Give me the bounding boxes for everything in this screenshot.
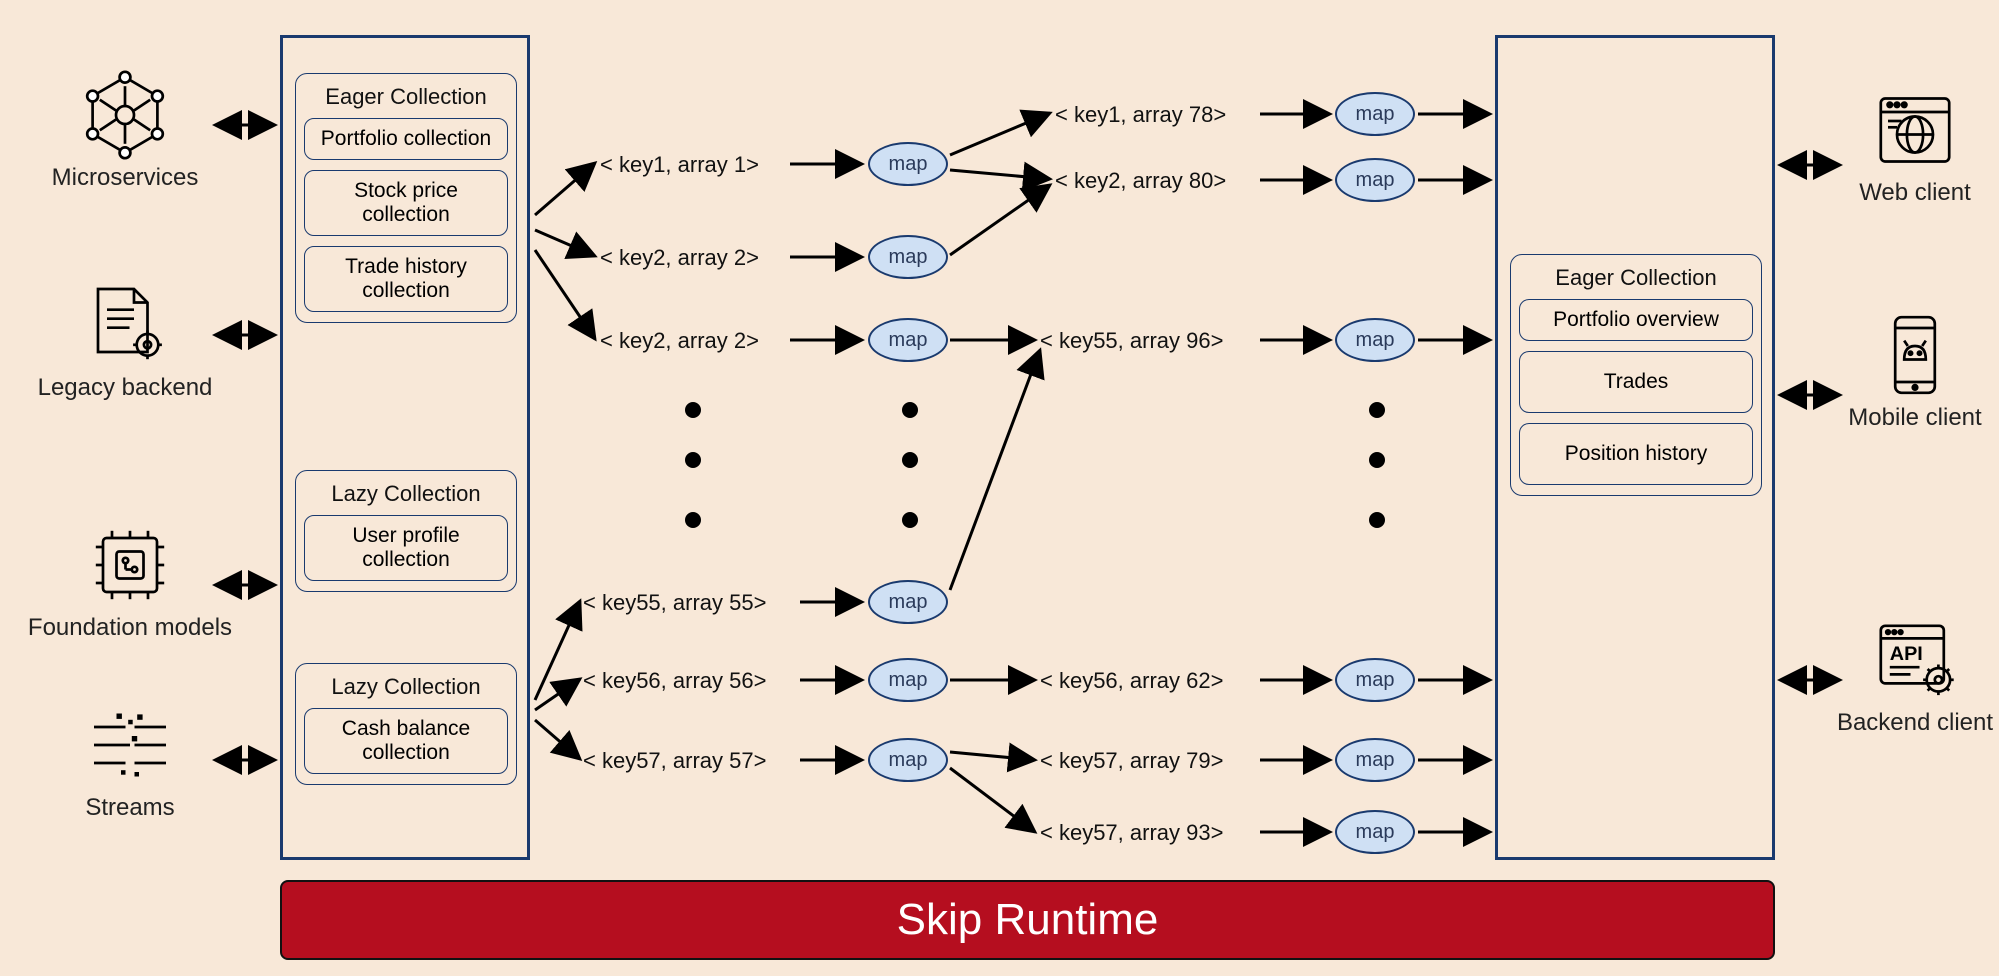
hexagon-network-icon: [80, 70, 170, 160]
map-node-9: map: [1335, 318, 1415, 362]
client-web: Web client: [1835, 85, 1995, 207]
lazy1-title: Lazy Collection: [304, 481, 508, 507]
eager-title: Eager Collection: [304, 84, 508, 110]
ellipsis-dot: [685, 402, 701, 418]
client-mobile: Mobile client: [1825, 310, 1999, 432]
source-microservices-label: Microservices: [30, 164, 220, 192]
source-streams: Streams: [55, 700, 205, 822]
lazy2-title: Lazy Collection: [304, 674, 508, 700]
collection-trades: Trades: [1519, 351, 1753, 413]
streams-icon: [85, 700, 175, 790]
kv-key56-arr56: < key56, array 56>: [583, 668, 766, 694]
source-legacy: Legacy backend: [30, 280, 220, 402]
kv-key55-arr96: < key55, array 96>: [1040, 328, 1223, 354]
map-node-3: map: [868, 318, 948, 362]
kv-key2-arr2: < key2, array 2>: [600, 245, 759, 271]
client-backend-label: Backend client: [1830, 709, 1999, 737]
map-node-6: map: [868, 738, 948, 782]
lazy-collection-group-1: Lazy Collection User profile collection: [295, 470, 517, 592]
map-node-10: map: [1335, 658, 1415, 702]
kv-key2-arr2b: < key2, array 2>: [600, 328, 759, 354]
ellipsis-dot: [902, 512, 918, 528]
left-runtime-box: Eager Collection Portfolio collection St…: [280, 35, 530, 860]
eager-collection-group: Eager Collection Portfolio collection St…: [295, 73, 517, 323]
ellipsis-dot: [685, 512, 701, 528]
map-node-2: map: [868, 235, 948, 279]
collection-trade-history: Trade history collection: [304, 246, 508, 312]
kv-key56-arr62: < key56, array 62>: [1040, 668, 1223, 694]
document-gear-icon: [80, 280, 170, 370]
source-microservices: Microservices: [30, 70, 220, 192]
client-web-label: Web client: [1835, 179, 1995, 207]
diagram-canvas: Microservices Legacy backend Foundation …: [0, 0, 1999, 976]
svg-text:API: API: [1890, 643, 1923, 665]
source-legacy-label: Legacy backend: [30, 374, 220, 402]
kv-key57-arr79: < key57, array 79>: [1040, 748, 1223, 774]
ellipsis-dot: [902, 402, 918, 418]
collection-portfolio-overview: Portfolio overview: [1519, 299, 1753, 341]
map-node-12: map: [1335, 810, 1415, 854]
source-foundation: Foundation models: [20, 520, 240, 642]
right-eager-title: Eager Collection: [1519, 265, 1753, 291]
right-runtime-box: Eager Collection Portfolio overview Trad…: [1495, 35, 1775, 860]
kv-key57-arr93: < key57, array 93>: [1040, 820, 1223, 846]
client-backend: API Backend client: [1830, 615, 1999, 737]
kv-key1-arr1: < key1, array 1>: [600, 152, 759, 178]
map-node-7: map: [1335, 92, 1415, 136]
kv-key57-arr57: < key57, array 57>: [583, 748, 766, 774]
map-node-4: map: [868, 580, 948, 624]
lazy-collection-group-2: Lazy Collection Cash balance collection: [295, 663, 517, 785]
collection-user-profile: User profile collection: [304, 515, 508, 581]
kv-key55-arr55: < key55, array 55>: [583, 590, 766, 616]
collection-cash-balance: Cash balance collection: [304, 708, 508, 774]
map-node-11: map: [1335, 738, 1415, 782]
api-gear-icon: API: [1870, 615, 1960, 705]
ellipsis-dot: [1369, 512, 1385, 528]
map-node-1: map: [868, 142, 948, 186]
ellipsis-dot: [902, 452, 918, 468]
kv-key2-arr80: < key2, array 80>: [1055, 168, 1226, 194]
map-node-8: map: [1335, 158, 1415, 202]
collection-position-history: Position history: [1519, 423, 1753, 485]
map-node-5: map: [868, 658, 948, 702]
collection-portfolio: Portfolio collection: [304, 118, 508, 160]
right-eager-collection: Eager Collection Portfolio overview Trad…: [1510, 254, 1762, 496]
mobile-android-icon: [1870, 310, 1960, 400]
footer-title: Skip Runtime: [280, 880, 1775, 960]
client-mobile-label: Mobile client: [1825, 404, 1999, 432]
source-streams-label: Streams: [55, 794, 205, 822]
ellipsis-dot: [1369, 402, 1385, 418]
chip-icon: [85, 520, 175, 610]
ellipsis-dot: [685, 452, 701, 468]
source-foundation-label: Foundation models: [20, 614, 240, 642]
ellipsis-dot: [1369, 452, 1385, 468]
web-browser-icon: [1870, 85, 1960, 175]
kv-key1-arr78: < key1, array 78>: [1055, 102, 1226, 128]
collection-stock-price: Stock price collection: [304, 170, 508, 236]
